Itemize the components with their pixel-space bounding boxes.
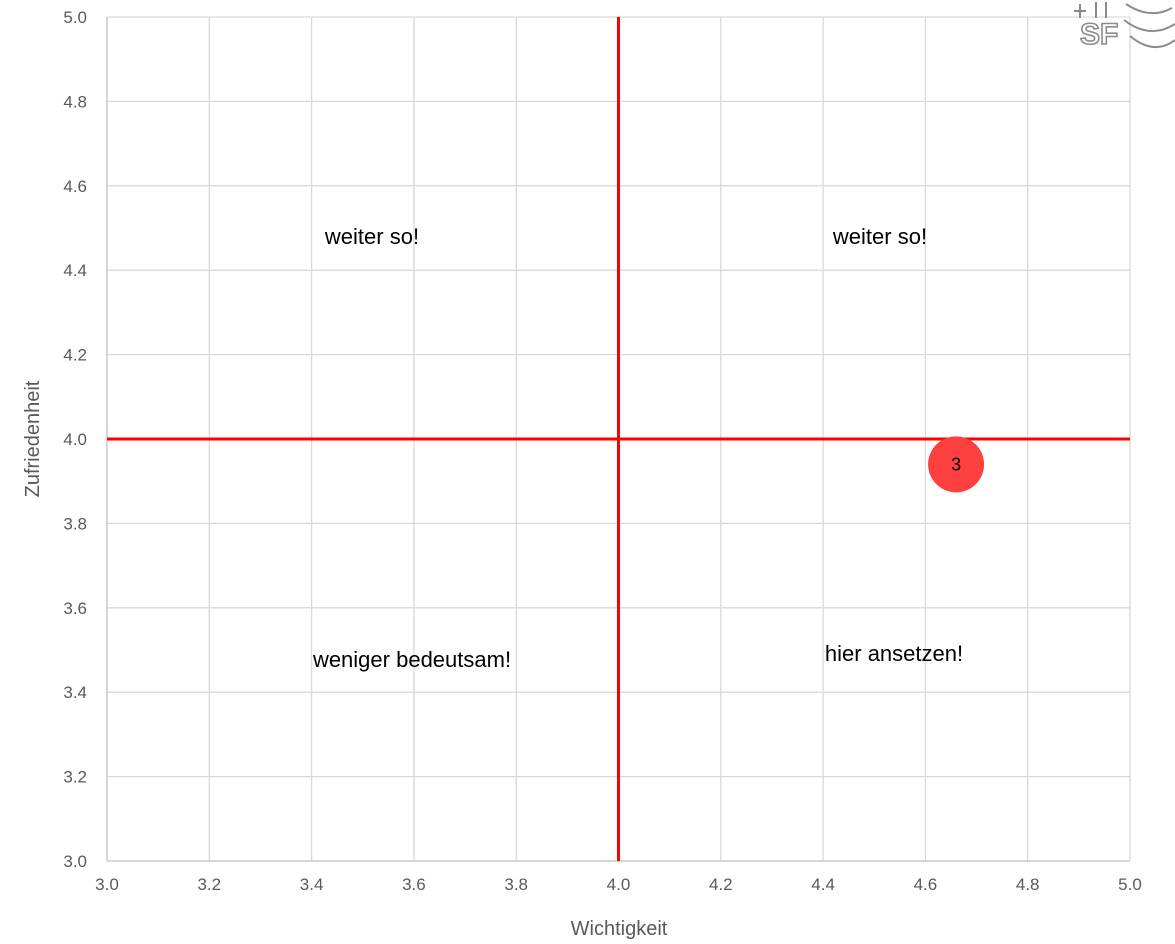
tick-labels: 3.0 3.2 3.4 3.6 3.8 4.0 4.2 4.4 4.6 4.8 5.0 3.0 3.2 3…: [63, 8, 1141, 894]
quadrant-label-top-left: weiter so!: [324, 224, 419, 249]
y-tick-label: 4.2: [63, 346, 87, 365]
x-tick-label: 3.6: [402, 875, 426, 894]
y-tick-label: 3.0: [63, 852, 87, 871]
x-axis-title: Wichtigkeit: [571, 918, 668, 940]
logo-lettering: SF: [1080, 18, 1118, 51]
quadrant-label-top-right: weiter so!: [832, 224, 927, 249]
data-points: 3: [928, 436, 985, 493]
data-point-label: 3: [951, 454, 961, 474]
y-tick-label: 3.8: [63, 514, 87, 533]
quadrant-label-bottom-left: weniger bedeutsam!: [312, 647, 511, 672]
x-tick-label: 4.6: [914, 875, 938, 894]
y-tick-label: 4.4: [63, 261, 87, 280]
x-tick-label: 4.4: [811, 875, 835, 894]
y-axis-title: Zufriedenheit: [22, 380, 44, 497]
x-tick-label: 4.2: [709, 875, 733, 894]
x-tick-label: 4.8: [1016, 875, 1040, 894]
x-tick-label: 3.4: [300, 875, 324, 894]
x-tick-label: 3.0: [95, 875, 119, 894]
y-tick-label: 5.0: [63, 8, 87, 27]
y-tick-label: 4.0: [63, 430, 87, 449]
y-tick-label: 3.4: [63, 683, 87, 702]
logo-icon: SF: [1074, 2, 1175, 52]
y-tick-label: 4.8: [63, 92, 87, 111]
y-tick-label: 3.6: [63, 599, 87, 618]
quadrant-label-bottom-right: hier ansetzen!: [825, 641, 963, 666]
y-tick-label: 3.2: [63, 768, 87, 787]
x-tick-label: 3.2: [197, 875, 221, 894]
x-tick-label: 5.0: [1118, 875, 1142, 894]
data-point: [928, 436, 985, 493]
y-tick-label: 4.6: [63, 177, 87, 196]
reference-lines: [107, 17, 1130, 861]
x-tick-label: 3.8: [504, 875, 528, 894]
x-tick-label: 4.0: [607, 875, 631, 894]
